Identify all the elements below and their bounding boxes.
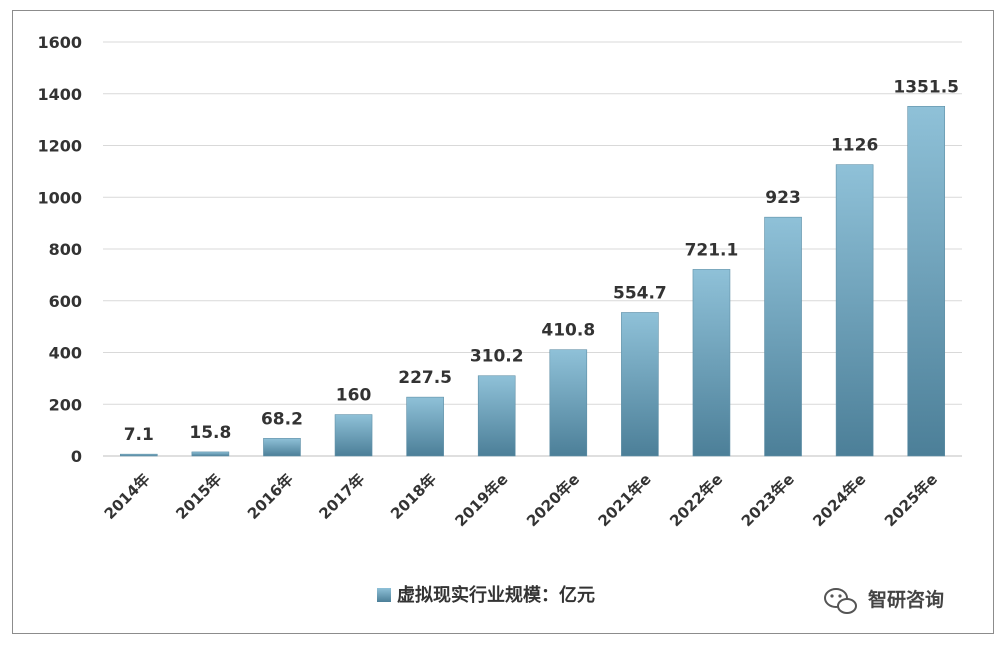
bar [835, 164, 874, 457]
bar [406, 396, 444, 457]
x-tick-label: 2024年e [809, 470, 869, 530]
y-tick-label: 800 [49, 240, 82, 259]
y-tick-label: 0 [71, 447, 82, 466]
bar [907, 105, 946, 457]
bar [764, 216, 802, 457]
x-axis: 2014年 2015年 2016年 2017年 2018年 2019年e 2020年e 202… [101, 470, 941, 530]
x-tick-label: 2015年 [172, 470, 225, 523]
data-label: 310.2 [470, 347, 524, 367]
y-tick-label: 400 [49, 344, 82, 363]
bar [263, 438, 301, 457]
x-tick-label: 2020年e [523, 470, 583, 530]
x-tick-label: 2021年e [595, 470, 655, 530]
bar [692, 269, 731, 457]
bar [477, 375, 516, 457]
legend-label: 虚拟现实行业规模：亿元 [397, 584, 595, 606]
y-tick-label: 200 [49, 395, 82, 414]
y-axis: 0 200 400 600 800 1000 1200 1400 1600 [37, 33, 82, 466]
data-label: 410.8 [541, 321, 595, 341]
bar [334, 414, 373, 457]
data-label: 554.7 [613, 283, 667, 303]
data-label: 160 [336, 386, 372, 406]
x-tick-label: 2014年 [101, 470, 154, 523]
x-tick-label: 2025年e [881, 470, 941, 530]
x-tick-label: 2016年 [244, 470, 297, 523]
legend-swatch [377, 588, 391, 602]
y-tick-label: 1200 [37, 137, 82, 156]
x-tick-label: 2022年e [666, 470, 726, 530]
data-label: 15.8 [189, 423, 231, 443]
y-tick-label: 600 [49, 292, 82, 311]
bar [621, 312, 659, 457]
bar [119, 453, 158, 457]
watermark: 智研咨询 [824, 588, 944, 614]
y-tick-label: 1000 [37, 188, 82, 207]
data-label: 721.1 [685, 240, 739, 260]
bar [549, 349, 588, 457]
wechat-icon [824, 588, 857, 614]
bars [119, 105, 946, 457]
bar [191, 451, 230, 457]
y-tick-label: 1600 [37, 33, 82, 52]
data-label: 1126 [831, 136, 878, 156]
data-label: 68.2 [261, 409, 303, 429]
gridlines [103, 41, 962, 457]
x-tick-label: 2018年 [387, 470, 440, 523]
data-label: 923 [765, 188, 801, 208]
y-tick-label: 1400 [37, 85, 82, 104]
data-label: 227.5 [398, 368, 452, 388]
data-label: 7.1 [124, 425, 154, 445]
x-tick-label: 2019年e [451, 470, 511, 530]
watermark-text: 智研咨询 [868, 588, 944, 611]
x-tick-label: 2017年 [316, 470, 369, 523]
legend: 虚拟现实行业规模：亿元 [377, 584, 595, 606]
data-labels: 7.1 15.8 68.2 160 227.5 310.2 410.8 554.7 721.1 9… [124, 77, 959, 445]
data-label: 1351.5 [893, 77, 959, 97]
chart-frame [12, 10, 994, 634]
x-tick-label: 2023年e [738, 470, 798, 530]
